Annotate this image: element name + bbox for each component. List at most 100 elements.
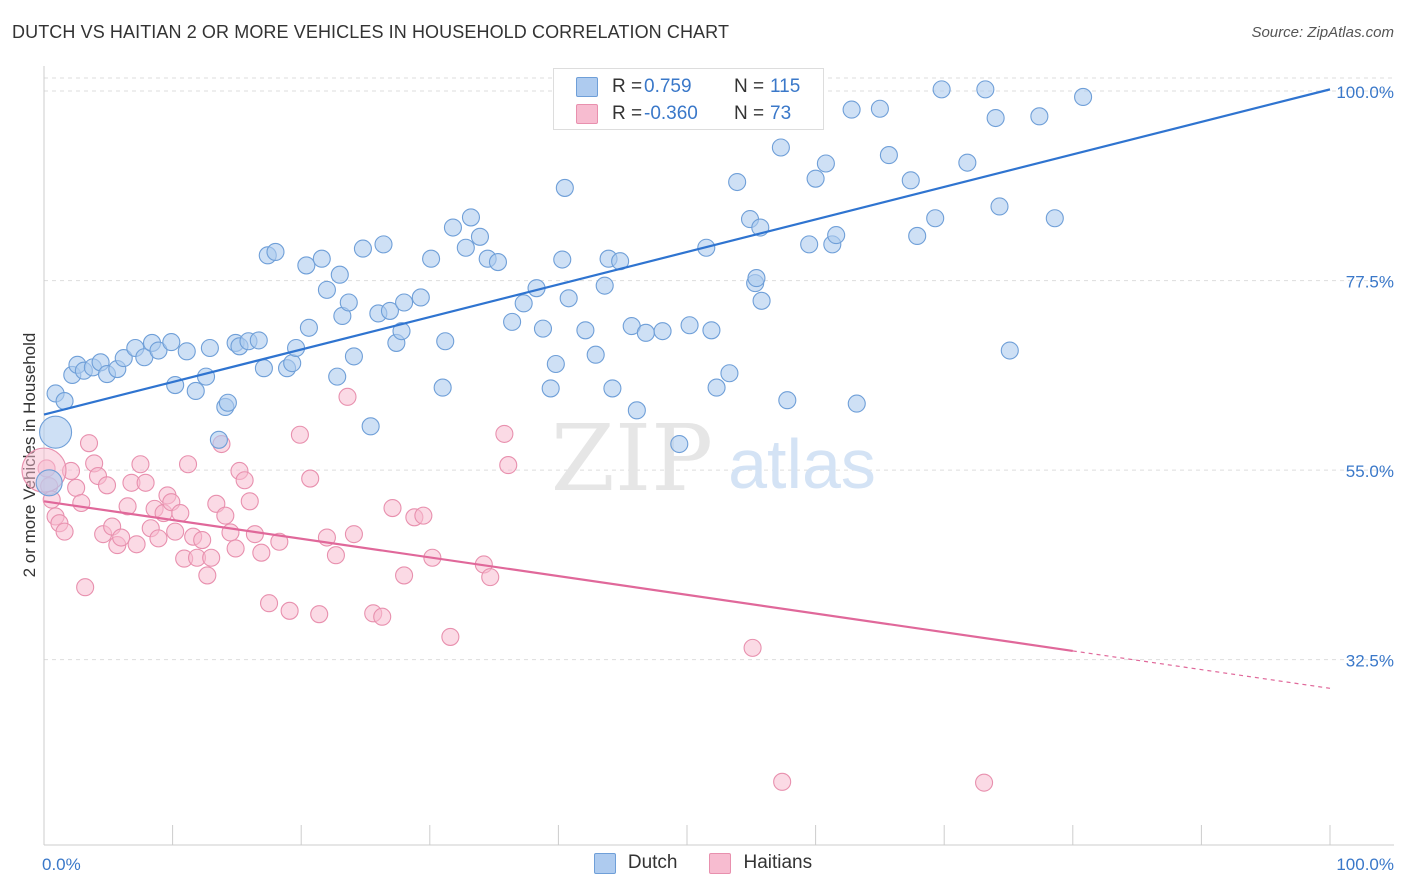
haitian-point (441, 627, 460, 646)
haitian-point (127, 535, 146, 554)
watermark-atlas: atlas (728, 425, 876, 503)
legend-row-dutch: R = 0.759 N = 115 (576, 76, 860, 98)
haitian-point (112, 528, 131, 547)
dutch-n-key: N = (734, 76, 765, 97)
dutch-point (1000, 341, 1019, 360)
haitian-trend-line-extension (1072, 650, 1331, 689)
haitian-point (149, 529, 168, 548)
legend-item-dutch[interactable]: Dutch (593, 852, 677, 874)
dutch-point (958, 153, 977, 172)
y-tick-label: 55.0% (1346, 462, 1394, 481)
haitian-point (240, 492, 259, 511)
haitians-swatch (576, 104, 598, 124)
dutch-point (186, 381, 205, 401)
dutch-point (299, 318, 318, 337)
haitian-point (344, 525, 363, 544)
dutch-point (901, 171, 920, 190)
dutch-point (752, 291, 771, 310)
haitian-point (270, 532, 289, 551)
dutch-point (555, 178, 574, 197)
dutch-point (1045, 209, 1064, 228)
dutch-point (670, 434, 689, 454)
series-legend: Dutch Haitians (0, 852, 1406, 874)
dutch-point (39, 415, 73, 449)
haitian-point (338, 387, 357, 406)
haitian-point (259, 594, 279, 613)
haitian-point (301, 469, 320, 488)
dutch-point (461, 208, 481, 227)
dutch-point (800, 235, 819, 254)
haitian-point (373, 607, 392, 626)
dutch-point (1030, 107, 1049, 126)
haitian-point (166, 522, 185, 541)
haitian-point (136, 473, 155, 492)
dutch-point (990, 197, 1009, 216)
dutch-point (559, 289, 578, 308)
dutch-point (827, 226, 846, 245)
dutch-point (702, 321, 721, 340)
dutch-point (443, 218, 462, 237)
dutch-point (986, 108, 1005, 128)
dutch-point (842, 100, 861, 119)
haitians-r-key: R = (612, 103, 643, 124)
y-tick-label: 100.0% (1336, 83, 1394, 102)
dutch-swatch (576, 77, 598, 97)
axes (43, 66, 1394, 846)
haitian-point (178, 455, 198, 474)
haitian-point (193, 531, 212, 550)
dutch-n-value: 115 (770, 76, 801, 97)
tick-labels: 32.5% 55.0% 77.5% 100.0% 0.0% 100.0% (42, 83, 1394, 874)
dutch-point (422, 249, 441, 268)
dutch-point (35, 469, 63, 497)
dutch-point (576, 321, 595, 340)
dutch-point (1074, 87, 1093, 107)
legend-item-haitians[interactable]: Haitians (709, 852, 812, 874)
dutch-point (283, 354, 302, 373)
dutch-point (380, 301, 399, 320)
haitians-n-key: N = (734, 103, 765, 124)
dutch-point (297, 256, 316, 275)
dutch-trend-line (43, 88, 1331, 416)
dutch-point (707, 378, 726, 397)
dutch-point (328, 367, 347, 386)
legend-dutch-swatch (593, 852, 616, 874)
dutch-point (533, 319, 553, 338)
haitian-point (76, 578, 95, 597)
source-label: Source: ZipAtlas.com (1251, 24, 1394, 41)
haitian-point (235, 471, 254, 490)
dutch-point (374, 235, 393, 254)
haitian-point (118, 497, 137, 516)
dutch-point (395, 293, 414, 312)
haitian-point (252, 543, 271, 562)
dutch-point (436, 332, 455, 351)
haitian-point (383, 498, 402, 518)
dutch-point (317, 280, 336, 299)
dutch-point (114, 349, 133, 368)
dutch-point (778, 391, 797, 410)
dutch-point (200, 338, 219, 358)
dutch-point (653, 322, 672, 341)
haitian-point (310, 605, 329, 624)
y-tick-label: 32.5% (1346, 652, 1394, 671)
dutch-point (926, 209, 945, 228)
dutch-point (162, 333, 181, 352)
dutch-point (541, 379, 560, 398)
haitians-r-value: -0.360 (644, 103, 698, 124)
haitian-trend-line (43, 500, 1073, 653)
trend-lines (43, 88, 1331, 689)
dutch-point (627, 401, 646, 420)
legend-row-haitians: R = -0.360 N = 73 (576, 103, 860, 125)
gridlines (44, 77, 1394, 661)
haitian-point (79, 434, 99, 453)
dutch-point (149, 341, 168, 360)
dutch-point (456, 238, 475, 257)
dutch-points (35, 80, 1093, 497)
dutch-point (586, 345, 605, 364)
haitian-point (245, 525, 264, 544)
haitian-point (55, 522, 74, 541)
haitian-point (414, 506, 433, 525)
dutch-point (553, 250, 572, 269)
dutch-point (312, 249, 331, 268)
dutch-point (546, 354, 565, 374)
